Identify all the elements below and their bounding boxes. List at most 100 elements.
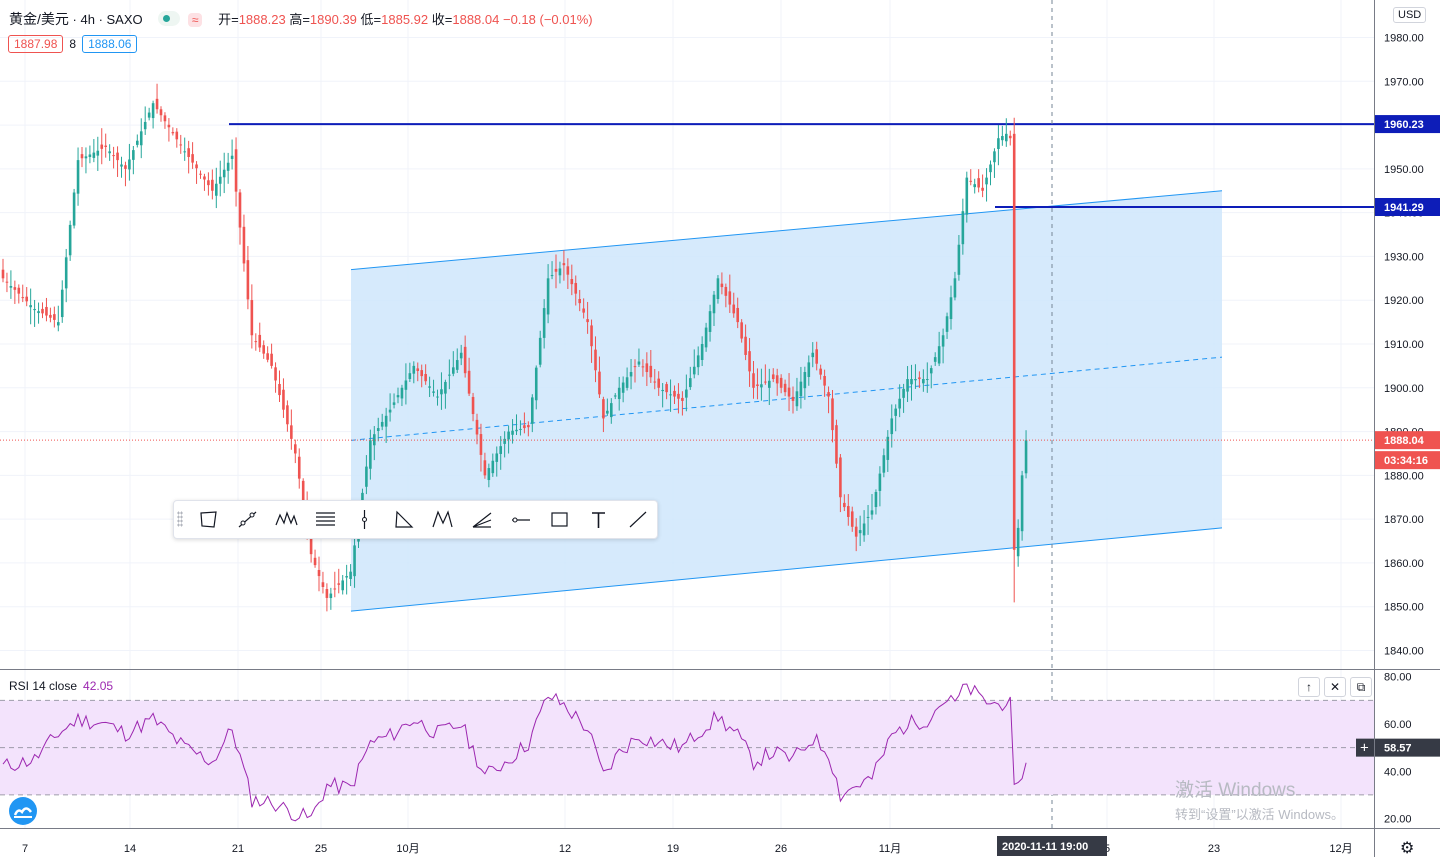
symbol-name[interactable]: 黄金/美元 (9, 11, 69, 27)
candle-body (37, 311, 40, 314)
candle-body (740, 322, 743, 339)
candle-body (633, 366, 637, 368)
text-icon[interactable] (582, 503, 615, 536)
candle-body (523, 425, 526, 429)
candle-body (215, 183, 218, 196)
candle-body (187, 148, 190, 157)
market-status-icon[interactable] (158, 11, 181, 26)
candle-body (823, 375, 826, 386)
rsi-tick-label: 80.00 (1384, 672, 1412, 684)
candle-body (890, 418, 894, 435)
candle-body (578, 299, 581, 304)
candle-body (436, 396, 439, 398)
xabcd-icon[interactable] (426, 503, 459, 536)
tradingview-logo-icon[interactable] (9, 797, 37, 825)
approx-sign-icon[interactable]: ≈ (187, 13, 203, 27)
candle-body (594, 349, 597, 371)
candle-body (570, 279, 574, 285)
candle-body (716, 278, 720, 299)
candle-body (929, 368, 933, 374)
candle-body (136, 140, 139, 145)
candle-body (479, 434, 483, 455)
candle-body (1008, 135, 1012, 139)
candle-body (969, 180, 973, 182)
close-label: 收= (431, 12, 453, 27)
candle-body (72, 192, 76, 226)
candle-body (120, 164, 123, 167)
candle-body (586, 319, 589, 323)
candle-body (724, 286, 728, 296)
candle-body (270, 353, 273, 366)
trend-line-icon[interactable] (231, 503, 264, 536)
currency-button[interactable]: USD (1393, 7, 1427, 23)
candle-body (685, 389, 688, 398)
fan-icon[interactable] (465, 503, 498, 536)
candle-body (108, 151, 111, 154)
candle-body (349, 571, 352, 579)
bid-price[interactable]: 1887.98 (8, 35, 64, 53)
candle-body (791, 396, 795, 401)
candle-body (850, 511, 854, 527)
candle-body (226, 162, 230, 171)
candle-body (811, 352, 815, 358)
ray-icon[interactable] (621, 503, 654, 536)
candle-body (139, 131, 143, 146)
candle-body (365, 466, 368, 487)
drag-handle-icon[interactable] (177, 511, 183, 527)
candle-body (499, 446, 502, 454)
candle-body (858, 530, 862, 534)
candle-body (495, 453, 499, 462)
candle-body (748, 351, 751, 372)
candle-body (653, 381, 657, 383)
candle-body (57, 322, 60, 326)
maximize-icon[interactable]: ⧉ (1350, 677, 1372, 697)
candle-body (448, 374, 451, 376)
fib-lines-icon[interactable] (309, 503, 342, 536)
candle-body (910, 379, 913, 385)
rsi-tick-label: 60.00 (1384, 719, 1412, 731)
vertical-line-icon[interactable] (348, 503, 381, 536)
candle-body (92, 152, 96, 158)
candle-body (88, 154, 92, 158)
polygon-icon[interactable] (192, 503, 225, 536)
rsi-legend[interactable]: RSI 14 close 42.05 (9, 679, 113, 693)
price-tick-label: 1970.00 (1384, 76, 1424, 88)
candle-body (538, 337, 542, 365)
candle-body (218, 176, 222, 184)
candle-body (637, 361, 641, 365)
arrow-up-icon[interactable]: ↑ (1298, 677, 1320, 697)
candle-body (779, 377, 783, 388)
candle-body (839, 457, 842, 498)
candle-body (507, 431, 510, 440)
candle-body (914, 379, 917, 381)
candle-body (400, 387, 404, 399)
candle-body (416, 368, 420, 371)
ask-price[interactable]: 1888.06 (82, 35, 138, 53)
candle-body (1020, 475, 1024, 532)
close-icon[interactable]: ✕ (1324, 677, 1346, 697)
gear-icon[interactable]: ⚙ (1400, 840, 1415, 857)
candle-body (878, 473, 882, 491)
triangle-icon[interactable] (387, 503, 420, 536)
candle-body (977, 178, 980, 188)
watermark-line1: 激活 Windows (1175, 780, 1296, 801)
candle-body (408, 373, 412, 379)
interval-label[interactable]: 4h (80, 12, 95, 27)
candle-body (294, 444, 297, 454)
candle-body (199, 173, 202, 175)
time-tick-label: 12 (559, 843, 571, 855)
price-tick-label: 1850.00 (1384, 602, 1424, 614)
candle-body (452, 367, 455, 374)
rectangle-icon[interactable] (543, 503, 576, 536)
candle-body (799, 381, 803, 397)
level2-price-tag: 1941.29 (1384, 202, 1424, 214)
candle-body (250, 300, 254, 336)
candle-body (657, 378, 660, 388)
candle-body (673, 390, 676, 397)
price-tick-label: 1840.00 (1384, 645, 1424, 657)
candle-body (112, 155, 115, 157)
horizontal-ray-icon[interactable] (504, 503, 537, 536)
channel-upper-line (350, 190, 1223, 271)
pattern-icon[interactable] (270, 503, 303, 536)
